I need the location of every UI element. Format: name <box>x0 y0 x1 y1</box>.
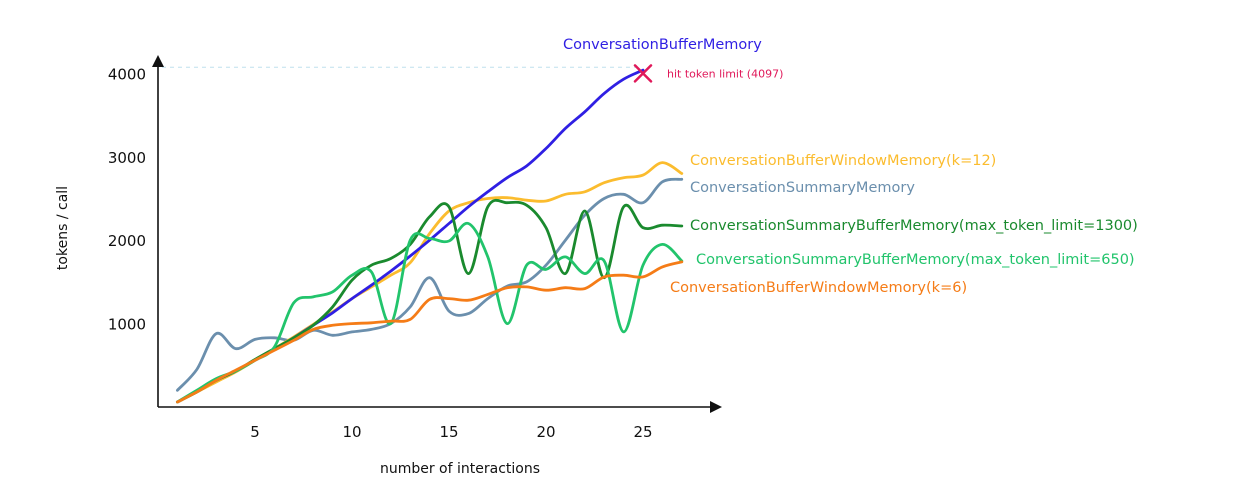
label-layer: ConversationBufferMemory ConversationBuff… <box>563 37 1138 296</box>
series-line-summary-memory <box>176 177 684 392</box>
x-tick-label: 20 <box>536 423 555 441</box>
series-label-buffer-memory: ConversationBufferMemory <box>563 37 762 53</box>
y-axis-title: tokens / call <box>55 186 71 270</box>
x-tick-label: 5 <box>250 423 260 441</box>
series-label-summary-buffer-650: ConversationSummaryBufferMemory(max_toke… <box>696 252 1135 268</box>
y-tick-label: 4000 <box>108 65 146 83</box>
series-line-buffer-window-k6 <box>176 260 684 404</box>
series-line-summary-buffer-650 <box>176 222 684 404</box>
y-tick-label: 2000 <box>108 232 146 250</box>
x-axis-title: number of interactions <box>380 461 540 477</box>
series-layer <box>176 68 684 404</box>
y-tick-label: 1000 <box>108 316 146 334</box>
series-label-buffer-window-k6: ConversationBufferWindowMemory(k=6) <box>670 280 967 296</box>
series-line-buffer-memory <box>176 68 645 404</box>
series-label-summary-buffer-1300: ConversationSummaryBufferMemory(max_toke… <box>690 218 1138 234</box>
series-line-summary-buffer-1300 <box>176 198 684 404</box>
x-tick-label: 10 <box>342 423 361 441</box>
x-axis-arrow <box>710 401 722 413</box>
series-label-summary-memory: ConversationSummaryMemory <box>690 180 915 196</box>
annotation-layer: hit token limit (4097) <box>633 64 783 83</box>
y-axis-arrow <box>152 55 164 67</box>
series-label-buffer-window-k12: ConversationBufferWindowMemory(k=12) <box>690 153 996 169</box>
axes-layer: 5 10 15 20 25 1000 2000 3000 4000 number of inter… <box>55 55 722 477</box>
y-tick-label: 3000 <box>108 149 146 167</box>
x-tick-label: 25 <box>633 423 652 441</box>
token-limit-annotation: hit token limit (4097) <box>667 67 783 80</box>
x-tick-label: 15 <box>439 423 458 441</box>
token-limit-marker <box>633 64 653 83</box>
